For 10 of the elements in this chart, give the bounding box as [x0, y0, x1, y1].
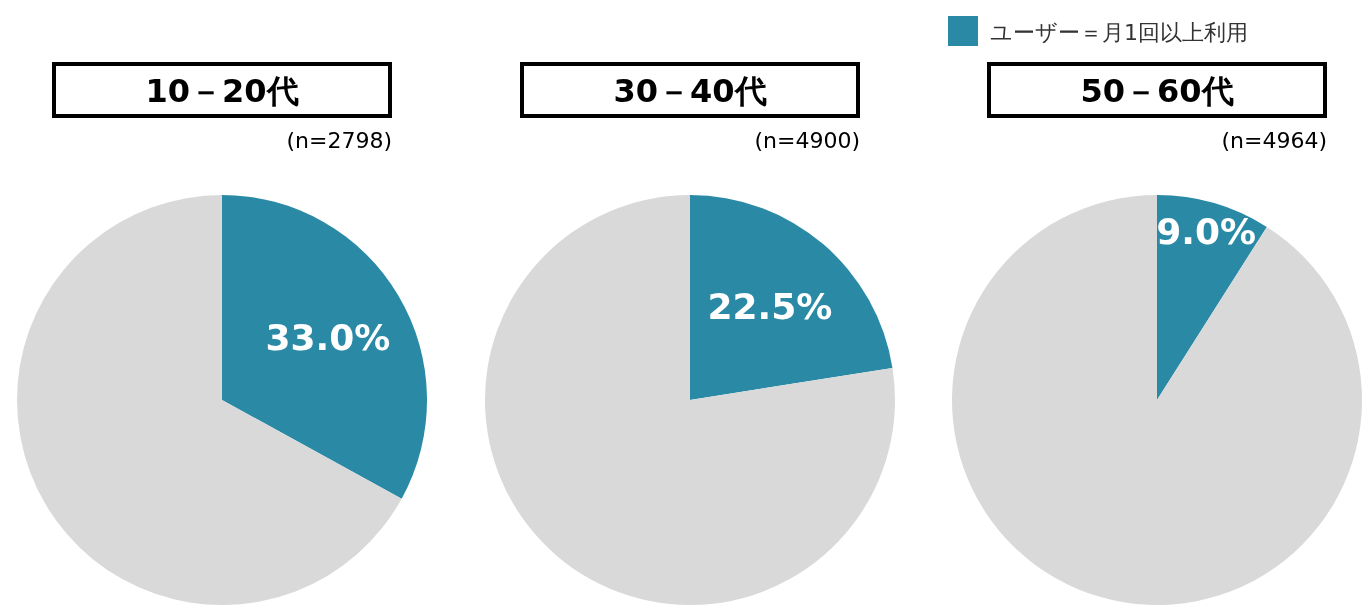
data-label: 9.0% [1156, 210, 1257, 252]
chart-subtitle: (n=4900) [754, 128, 860, 153]
chart-subtitle: (n=2798) [286, 128, 392, 153]
text: (n=4964) [1221, 128, 1327, 153]
text: 50－60代 [1080, 72, 1234, 110]
chart-title: 10－20代 [145, 72, 299, 110]
data-label: 22.5% [707, 286, 833, 328]
data-label: 33.0% [265, 317, 391, 359]
chart-title: 30－40代 [613, 72, 767, 110]
legend-label: ユーザー＝月1回以上利用 [990, 20, 1248, 45]
